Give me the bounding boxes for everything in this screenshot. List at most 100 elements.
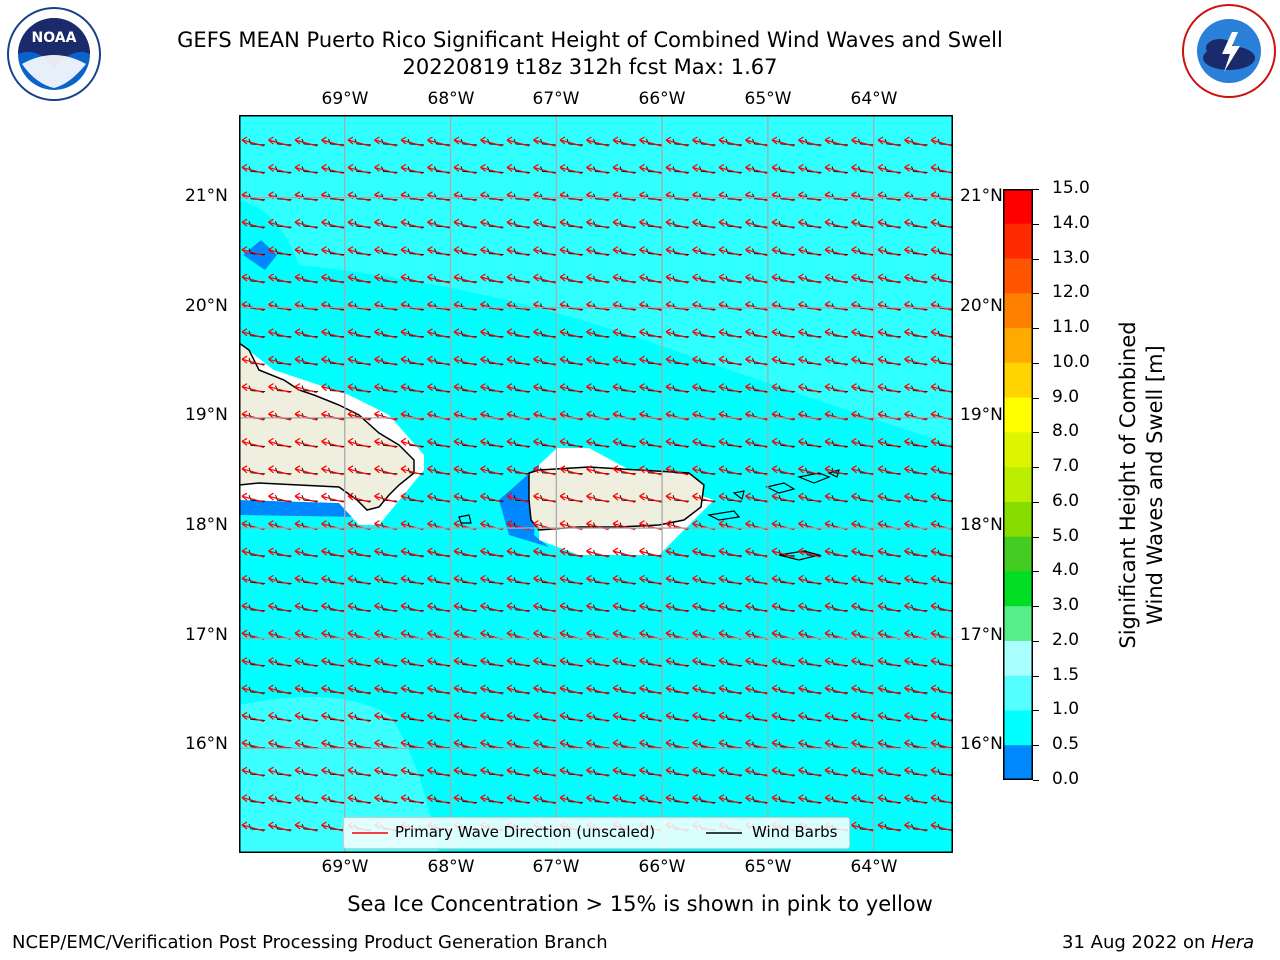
wave-arrow (294, 383, 319, 394)
wave-arrow (877, 766, 902, 777)
wave-arrow (400, 163, 425, 174)
wave-arrow (427, 218, 451, 229)
footer-date: 31 Aug 2022 on Hera (1062, 932, 1254, 953)
wave-arrow (294, 163, 319, 174)
colorbar-segment (1003, 501, 1033, 538)
wave-arrow (930, 794, 953, 805)
wave-arrow (321, 246, 345, 257)
wave-arrow (824, 355, 849, 366)
wave-arrow (586, 684, 610, 695)
wave-arrow (453, 328, 478, 339)
wave-arrow (639, 766, 663, 777)
wave-arrow (904, 273, 928, 284)
wave-arrow (639, 355, 663, 366)
wave-arrow (321, 657, 345, 668)
wave-arrow (930, 437, 953, 448)
wave-arrow (374, 657, 398, 668)
wave-arrow (586, 657, 610, 668)
wave-arrow (930, 383, 953, 394)
wave-arrow (400, 684, 425, 695)
wave-arrow (612, 657, 637, 668)
wave-arrow (771, 437, 796, 448)
wave-arrow (480, 246, 504, 257)
wave-arrow (798, 794, 822, 805)
wave-arrow (586, 794, 610, 805)
wave-arrow (718, 136, 743, 147)
wave-arrow (268, 383, 292, 394)
wave-arrow (374, 328, 398, 339)
wave-arrow (586, 465, 610, 476)
wave-arrow (745, 328, 769, 339)
colorbar-tick-label: 5.0 (1052, 525, 1080, 546)
wave-arrow (718, 383, 743, 394)
wave-arrow (745, 355, 769, 366)
wave-arrow (347, 437, 372, 448)
wave-arrow (321, 383, 345, 394)
lon-label: 67°W (532, 857, 580, 877)
wave-arrow (639, 465, 663, 476)
wave-arrow (851, 711, 875, 722)
colorbar-tick-label: 0.0 (1052, 769, 1080, 789)
wave-arrow (400, 766, 425, 777)
wave-arrow (400, 657, 425, 668)
wave-arrow (480, 163, 504, 174)
wave-arrow (533, 465, 557, 476)
wave-arrow (692, 246, 716, 257)
wave-arrow (904, 136, 928, 147)
wave-arrow (480, 355, 504, 366)
wave-arrow (904, 574, 928, 585)
wave-arrow (692, 574, 716, 585)
wave-arrow (559, 794, 584, 805)
wave-arrow (692, 465, 716, 476)
wave-arrow (559, 547, 584, 558)
wave-arrow (400, 794, 425, 805)
wave-arrow (347, 547, 372, 558)
wave-arrow (851, 739, 875, 750)
lon-label: 69°W (321, 89, 369, 109)
wave-arrow (506, 163, 531, 174)
wave-arrow (347, 383, 372, 394)
wave-arrow (639, 711, 663, 722)
wave-arrow (533, 574, 557, 585)
lat-label: 16°N (960, 734, 1002, 754)
wave-arrow (427, 739, 451, 750)
wave-arrow (400, 465, 425, 476)
wave-arrow (294, 657, 319, 668)
wave-arrow (241, 218, 266, 229)
lon-label: 65°W (744, 857, 792, 877)
wave-arrow (400, 273, 425, 284)
wave-arrow (877, 437, 902, 448)
colorbar-tick-label: 15.0 (1052, 178, 1090, 198)
legend-wind-barbs: Wind Barbs (752, 823, 838, 841)
wave-arrow (374, 218, 398, 229)
wave-arrow (665, 355, 690, 366)
wave-arrow (480, 711, 504, 722)
wave-arrow (639, 547, 663, 558)
colorbar-tick-label: 12.0 (1052, 282, 1090, 303)
wave-arrow (798, 163, 822, 174)
wave-arrow (453, 136, 478, 147)
wave-arrow (427, 602, 451, 613)
wave-arrow (241, 711, 266, 722)
wave-arrow (851, 383, 875, 394)
wave-arrow (877, 602, 902, 613)
wave-arrow (930, 602, 953, 613)
wave-arrow (506, 437, 531, 448)
wave-arrow (930, 492, 953, 503)
wave-arrow (851, 437, 875, 448)
wave-arrow (241, 821, 266, 832)
colorbar-tick-mark (1033, 606, 1039, 608)
wave-arrow (798, 136, 822, 147)
wave-arrow (533, 739, 557, 750)
wave-arrow (718, 273, 743, 284)
wave-arrow (877, 547, 902, 558)
wave-arrow (427, 547, 451, 558)
wave-arrow (718, 794, 743, 805)
wave-arrow (480, 766, 504, 777)
wave-arrow (665, 492, 690, 503)
wave-arrow (771, 547, 796, 558)
wave-arrow (665, 794, 690, 805)
footer-date-text: 31 Aug 2022 on (1062, 932, 1212, 953)
wave-arrow (798, 602, 822, 613)
wave-arrow (718, 711, 743, 722)
